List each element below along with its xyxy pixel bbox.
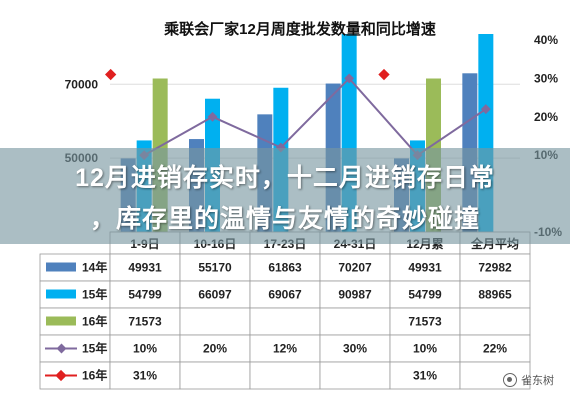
data-label-0-1: 55170 bbox=[198, 261, 232, 275]
legend-label-1: 15年 bbox=[82, 287, 107, 302]
legend-label-2: 16年 bbox=[82, 314, 107, 329]
table-cell-4-3 bbox=[319, 361, 391, 390]
data-label-4-4: 31% bbox=[413, 369, 437, 383]
y-right-tick-label-2: 20% bbox=[534, 110, 558, 124]
headline-overlay bbox=[0, 148, 570, 244]
data-label-1-4: 54799 bbox=[408, 288, 442, 302]
data-label-3-5: 22% bbox=[483, 342, 507, 356]
watermark: 雀东树 bbox=[503, 372, 554, 388]
headline-line-2: ，库存里的温情与友情的奇妙碰撞 bbox=[89, 205, 480, 233]
legend-key-1 bbox=[46, 289, 76, 299]
table-cell-3-1 bbox=[179, 334, 251, 363]
data-label-0-4: 49931 bbox=[408, 261, 442, 275]
wechat-icon bbox=[503, 373, 517, 387]
data-label-3-1: 20% bbox=[203, 342, 227, 356]
chart-title: 乘联会厂家12月周度批发数量和同比增速 bbox=[164, 21, 436, 38]
table-cell-2-2 bbox=[249, 307, 321, 336]
y-left-tick-label-1: 70000 bbox=[65, 77, 99, 91]
watermark-text: 雀东树 bbox=[521, 375, 554, 387]
table-cell-2-5 bbox=[459, 307, 531, 336]
table-cell-2-4 bbox=[389, 307, 461, 336]
legend-label-4: 16年 bbox=[82, 368, 107, 383]
table-cell-3-2 bbox=[249, 334, 321, 363]
table-cell-4-1 bbox=[179, 361, 251, 390]
data-label-0-5: 72982 bbox=[478, 261, 512, 275]
table-cell-2-1 bbox=[179, 307, 251, 336]
marker-point-4-4 bbox=[378, 68, 390, 81]
table-cell-3-3 bbox=[319, 334, 391, 363]
data-label-1-2: 69067 bbox=[268, 288, 302, 302]
data-label-0-0: 49931 bbox=[128, 261, 162, 275]
table-cell-4-4 bbox=[389, 361, 461, 390]
table-cell-3-4 bbox=[389, 334, 461, 363]
data-label-2-0: 71573 bbox=[128, 315, 162, 329]
table-cell-0-5 bbox=[459, 253, 531, 282]
data-label-1-0: 54799 bbox=[128, 288, 162, 302]
table-cell-0-1 bbox=[179, 253, 251, 282]
data-label-0-2: 61863 bbox=[268, 261, 302, 275]
data-label-1-3: 90987 bbox=[338, 288, 372, 302]
data-label-3-0: 10% bbox=[133, 342, 157, 356]
data-label-4-0: 31% bbox=[133, 369, 157, 383]
table-cell-4-2 bbox=[249, 361, 321, 390]
data-label-1-1: 66097 bbox=[198, 288, 232, 302]
table-cell-1-3 bbox=[319, 280, 391, 309]
data-label-3-2: 12% bbox=[273, 342, 297, 356]
table-cell-4-5 bbox=[459, 361, 531, 390]
table-cell-3-5 bbox=[459, 334, 531, 363]
headline-line-1: 12月进销存实时，十二月进销存日常 bbox=[75, 164, 495, 192]
data-label-0-3: 70207 bbox=[338, 261, 372, 275]
data-label-1-5: 88965 bbox=[478, 288, 512, 302]
table-cell-4-0 bbox=[109, 361, 181, 390]
data-label-3-4: 10% bbox=[413, 342, 437, 356]
legend-key-2 bbox=[46, 316, 76, 326]
legend-label-0: 14年 bbox=[82, 260, 107, 275]
legend-key-4 bbox=[55, 369, 67, 382]
table-cell-2-3 bbox=[319, 307, 391, 336]
legend-key-0 bbox=[46, 262, 76, 272]
data-label-2-4: 71573 bbox=[408, 315, 442, 329]
line-point-3-1 bbox=[207, 111, 218, 122]
table-cell-0-4 bbox=[389, 253, 461, 282]
legend-label-3: 15年 bbox=[82, 341, 107, 356]
y-right-tick-label-1: 30% bbox=[534, 71, 558, 85]
y-right-tick-label-0: 40% bbox=[534, 33, 558, 47]
marker-point-4-0 bbox=[105, 68, 117, 81]
data-label-3-3: 30% bbox=[343, 342, 367, 356]
line-series-3 bbox=[143, 76, 487, 157]
table-cell-0-0 bbox=[109, 253, 181, 282]
